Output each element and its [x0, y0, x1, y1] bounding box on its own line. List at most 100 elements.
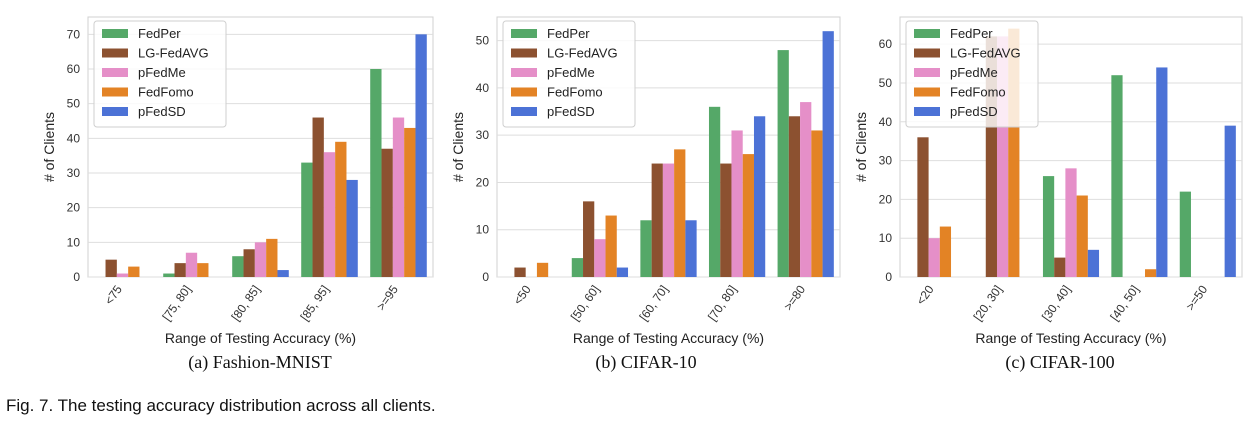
- bar-chart-cifar10: 0 10 20 30 40 50 <50 [50, 60] [60, 70] [70, 80] >=…: [450, 16, 841, 346]
- bar: [254, 242, 267, 277]
- legend-swatch: [102, 87, 128, 97]
- y-axis-title: # of Clients: [853, 112, 869, 182]
- bar: [163, 273, 175, 277]
- legend-swatch: [914, 107, 940, 116]
- legend-swatch: [102, 48, 128, 58]
- bar: [277, 270, 289, 277]
- x-tick-label: <50: [511, 282, 534, 307]
- x-axis-title: Range of Testing Accuracy (%): [975, 330, 1166, 346]
- bar: [571, 258, 584, 277]
- bar: [583, 201, 595, 277]
- bar: [939, 226, 952, 277]
- bar: [662, 163, 675, 277]
- figure-caption: Fig. 7. The testing accuracy distributio…: [6, 396, 436, 415]
- bar: [116, 273, 129, 277]
- x-tick-label: <20: [914, 282, 937, 307]
- legend-label: LG-FedAVG: [138, 46, 209, 61]
- subcaption-b: (b) CIFAR-10: [595, 352, 697, 372]
- bar: [1065, 168, 1077, 277]
- bar: [1042, 176, 1055, 277]
- bar: [1156, 67, 1168, 278]
- bar: [1087, 249, 1100, 277]
- legend-swatch: [511, 107, 537, 116]
- bar: [651, 163, 663, 277]
- x-tick-label: >=50: [1183, 282, 1210, 313]
- y-tick-label: 60: [67, 62, 81, 76]
- y-tick-label: 40: [879, 115, 893, 129]
- x-tick-label: [75, 80]: [160, 283, 194, 324]
- bar: [312, 117, 324, 278]
- bar: [415, 34, 427, 278]
- x-tick-label: [30, 40]: [1039, 283, 1073, 324]
- bar: [742, 154, 754, 277]
- y-tick-label: 20: [476, 175, 490, 189]
- bar: [536, 262, 549, 277]
- bar: [185, 252, 198, 277]
- y-tick-label: 40: [476, 81, 490, 95]
- bar: [685, 220, 697, 277]
- y-tick-label: 50: [476, 34, 490, 48]
- bar: [381, 148, 393, 277]
- x-tick-label: [20, 30]: [971, 283, 1005, 324]
- x-tick-label: >=80: [781, 282, 808, 313]
- bar: [985, 36, 997, 277]
- bar: [674, 149, 686, 277]
- bar: [753, 116, 766, 277]
- bar: [323, 152, 336, 277]
- bar: [720, 163, 732, 277]
- bar: [996, 36, 1009, 277]
- bar: [777, 50, 789, 277]
- legend-label: FedFomo: [547, 85, 603, 100]
- legend-swatch: [914, 48, 940, 58]
- y-tick-label: 0: [482, 270, 489, 284]
- bar: [811, 130, 823, 277]
- bar: [392, 117, 405, 278]
- legend-label: pFedMe: [138, 65, 186, 80]
- y-tick-label: 30: [476, 128, 490, 142]
- legend-label: pFedSD: [950, 104, 998, 119]
- x-tick-label: [80, 85]: [229, 283, 263, 324]
- legend-box: [93, 20, 227, 128]
- y-tick-label: 50: [67, 97, 81, 111]
- legend-label: pFedSD: [547, 104, 595, 119]
- bar: [616, 267, 629, 277]
- bar: [1145, 269, 1157, 277]
- y-tick-label: 30: [879, 154, 893, 168]
- bar: [605, 215, 617, 277]
- legend-swatch: [102, 68, 128, 77]
- bar: [788, 116, 801, 277]
- legend-label: pFedMe: [950, 65, 998, 80]
- y-axis-title: # of Clients: [41, 112, 57, 182]
- bar: [128, 266, 140, 277]
- subcaption-c: (c) CIFAR-100: [1005, 352, 1115, 372]
- legend-label: pFedSD: [138, 104, 186, 119]
- bar: [731, 130, 743, 277]
- x-tick-label: [50, 60]: [568, 283, 602, 324]
- legend-swatch: [511, 48, 537, 58]
- bar: [335, 141, 347, 277]
- bar: [928, 238, 940, 277]
- bar: [1008, 28, 1020, 278]
- bar: [1054, 257, 1066, 277]
- bar: [266, 238, 278, 277]
- x-tick-label: <75: [102, 282, 125, 307]
- y-tick-label: 10: [476, 223, 490, 237]
- legend-label: FedPer: [950, 26, 993, 41]
- bar: [514, 267, 526, 277]
- y-tick-label: 10: [879, 231, 893, 245]
- bar: [917, 137, 929, 277]
- y-tick-label: 50: [879, 76, 893, 90]
- legend-label: FedFomo: [138, 85, 194, 100]
- x-tick-label: [40, 50]: [1107, 283, 1141, 324]
- bar: [370, 69, 382, 277]
- y-axis-title: # of Clients: [450, 112, 466, 182]
- legend-label: LG-FedAVG: [950, 46, 1021, 61]
- bar: [1224, 125, 1236, 278]
- legend-label: pFedMe: [547, 65, 595, 80]
- legend-swatch: [102, 107, 128, 116]
- bar: [640, 220, 652, 277]
- legend-label: FedPer: [547, 26, 590, 41]
- bar: [197, 263, 209, 277]
- bar: [243, 249, 255, 277]
